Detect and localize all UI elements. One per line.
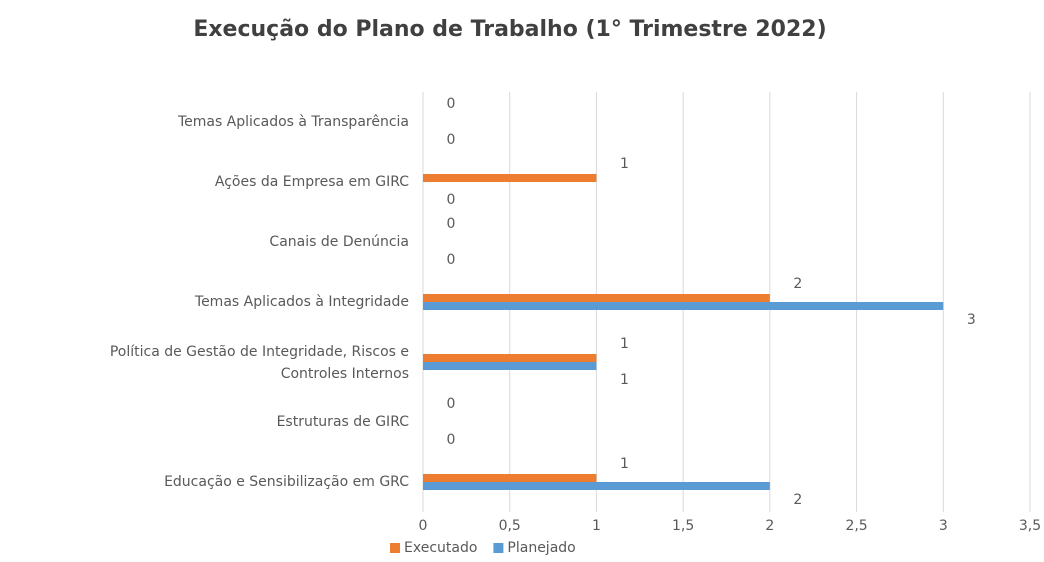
y-tick-label: Estruturas de GIRC <box>277 414 410 430</box>
y-tick-label-line: Política de Gestão de Integridade, Risco… <box>110 344 409 360</box>
x-tick-label: 3 <box>939 518 948 534</box>
y-tick-label: Política de Gestão de Integridade, Risco… <box>110 344 409 382</box>
data-label: 1 <box>620 456 629 472</box>
x-tick-label: 0 <box>419 518 428 534</box>
bar <box>423 474 597 482</box>
x-tick-label: 0,5 <box>499 518 521 534</box>
data-label: 0 <box>447 252 456 268</box>
x-tick-label: 2,5 <box>845 518 867 534</box>
data-label: 1 <box>620 372 629 388</box>
data-label: 3 <box>967 312 976 328</box>
bar <box>423 174 597 182</box>
x-tick-label: 1 <box>592 518 601 534</box>
y-tick-label: Ações da Empresa em GIRC <box>215 174 409 190</box>
y-tick-label-line: Controles Internos <box>281 366 409 382</box>
y-tick-label: Temas Aplicados à Integridade <box>194 294 409 310</box>
y-tick-label: Canais de Denúncia <box>269 234 409 250</box>
data-label: 0 <box>447 96 456 112</box>
y-tick-label: Educação e Sensibilização em GRC <box>164 474 409 490</box>
data-label: 0 <box>447 132 456 148</box>
data-label: 2 <box>793 276 802 292</box>
bar <box>423 362 597 370</box>
data-label: 0 <box>447 396 456 412</box>
data-label: 0 <box>447 216 456 232</box>
data-label: 0 <box>447 432 456 448</box>
x-tick-label: 2 <box>765 518 774 534</box>
bar <box>423 302 944 310</box>
legend-label: Executado <box>404 540 477 556</box>
legend-swatch <box>493 543 504 553</box>
x-tick-label: 1,5 <box>672 518 694 534</box>
legend-swatch <box>390 543 400 553</box>
data-label: 1 <box>620 156 629 172</box>
bar <box>423 354 597 362</box>
chart-title: Execução do Plano de Trabalho (1° Trimes… <box>193 17 826 42</box>
x-tick-label: 3,5 <box>1019 518 1041 534</box>
bar <box>423 294 770 302</box>
y-tick-label: Temas Aplicados à Transparência <box>177 114 409 130</box>
data-label: 2 <box>793 492 802 508</box>
data-label: 1 <box>620 336 629 352</box>
data-label: 0 <box>447 192 456 208</box>
bar <box>423 482 770 490</box>
legend-label: Planejado <box>507 540 575 556</box>
